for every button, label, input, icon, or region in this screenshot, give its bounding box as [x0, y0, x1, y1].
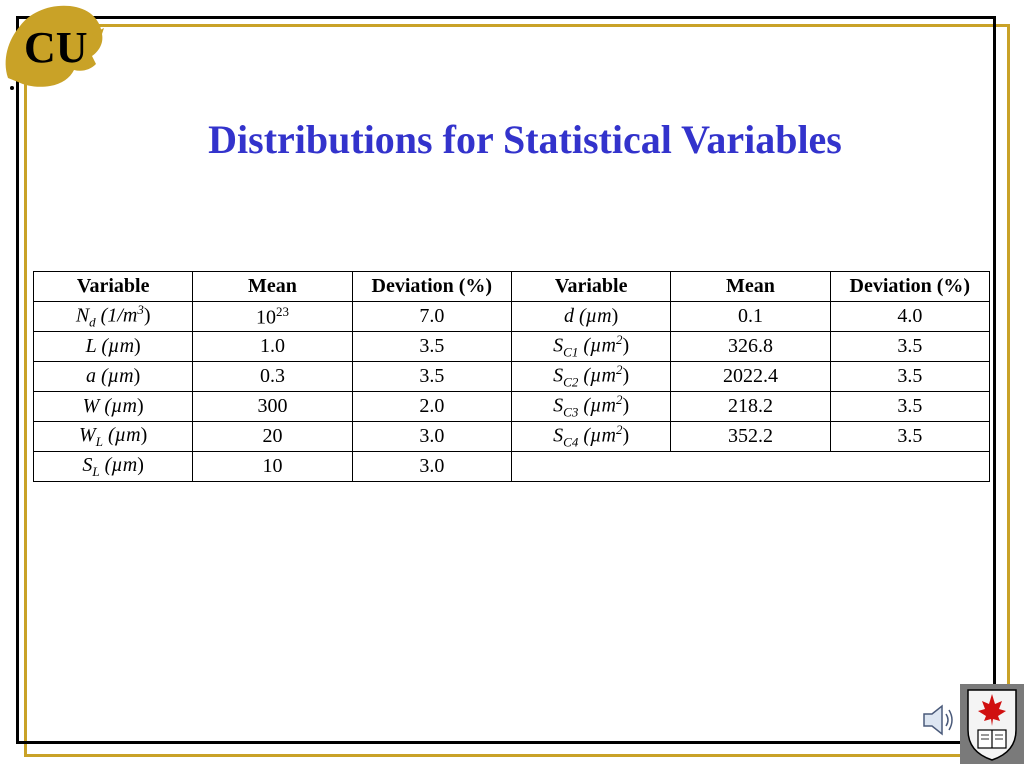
variable-cell: SL (µm): [32, 451, 194, 482]
mean-cell: 218.2: [670, 391, 831, 422]
empty-cell: [510, 451, 991, 482]
mean-cell: 0.3: [192, 361, 353, 392]
mean-cell: 1023: [192, 301, 353, 332]
deviation-cell: 3.0: [351, 421, 512, 452]
variable-cell: a (µm): [32, 361, 194, 392]
mean-cell: 326.8: [670, 331, 831, 362]
deviation-cell: 3.5: [829, 391, 991, 422]
table-row: SL (µm) 10 3.0: [32, 451, 991, 482]
svg-text:CU: CU: [24, 23, 88, 72]
deviation-cell: 3.5: [351, 331, 512, 362]
statistics-table: Variable Mean Deviation (%) Variable Mea…: [32, 271, 991, 482]
deviation-cell: 3.5: [829, 361, 991, 392]
deviation-cell: 3.5: [829, 421, 991, 452]
mean-cell: 300: [192, 391, 353, 422]
speaker-icon[interactable]: [918, 700, 958, 740]
variable-cell: Nd (1/m3): [32, 301, 194, 332]
deviation-cell: 7.0: [351, 301, 512, 332]
deviation-cell: 3.5: [829, 331, 991, 362]
header-mean-right: Mean: [670, 271, 831, 302]
table-row: a (µm) 0.3 3.5 SC2 (µm2) 2022.4 3.5: [32, 361, 991, 392]
mean-cell: 1.0: [192, 331, 353, 362]
mean-cell: 352.2: [670, 421, 831, 452]
deviation-cell: 4.0: [829, 301, 991, 332]
university-crest-icon: [960, 684, 1024, 764]
mean-cell: 10: [192, 451, 353, 482]
header-deviation-left: Deviation (%): [351, 271, 512, 302]
slide-frame-black: [16, 16, 996, 744]
table-row: L (µm) 1.0 3.5 SC1 (µm2) 326.8 3.5: [32, 331, 991, 362]
cu-buffalo-logo: CU: [5, 5, 104, 90]
slide-title: Distributions for Statistical Variables: [208, 117, 842, 162]
mean-cell: 20: [192, 421, 353, 452]
variable-cell: SC2 (µm2): [510, 361, 672, 392]
table-header-row: Variable Mean Deviation (%) Variable Mea…: [32, 271, 991, 302]
mean-cell: 2022.4: [670, 361, 831, 392]
variable-cell: W (µm): [32, 391, 194, 422]
variable-cell: SC1 (µm2): [510, 331, 672, 362]
deviation-cell: 3.5: [351, 361, 512, 392]
variable-cell: L (µm): [32, 331, 194, 362]
table-row: W (µm) 300 2.0 SC3 (µm2) 218.2 3.5: [32, 391, 991, 422]
deviation-cell: 2.0: [351, 391, 512, 422]
header-deviation-right: Deviation (%): [829, 271, 991, 302]
header-mean-left: Mean: [192, 271, 353, 302]
variable-cell: WL (µm): [32, 421, 194, 452]
variable-cell: d (µm): [510, 301, 672, 332]
variable-cell: SC4 (µm2): [510, 421, 672, 452]
header-variable-left: Variable: [32, 271, 194, 302]
variable-cell: SC3 (µm2): [510, 391, 672, 422]
mean-cell: 0.1: [670, 301, 831, 332]
slide-frame-gold: [24, 24, 1010, 757]
table-row: Nd (1/m3) 1023 7.0 d (µm) 0.1 4.0: [32, 301, 991, 332]
deviation-cell: 3.0: [351, 451, 512, 482]
header-variable-right: Variable: [510, 271, 672, 302]
table-row: WL (µm) 20 3.0 SC4 (µm2) 352.2 3.5: [32, 421, 991, 452]
